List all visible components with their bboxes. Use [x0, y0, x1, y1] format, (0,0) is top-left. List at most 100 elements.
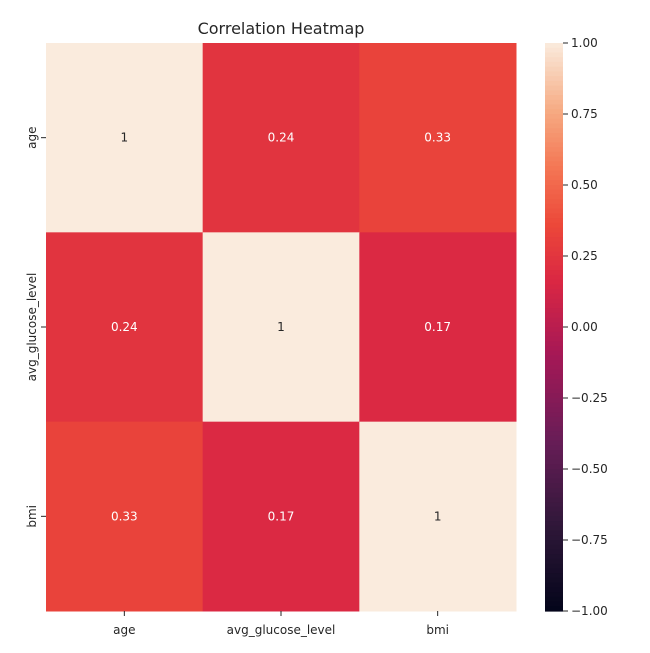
colorbar-segment — [545, 128, 563, 134]
colorbar-tick-label: 0.25 — [571, 249, 598, 263]
colorbar-segment — [545, 265, 563, 271]
colorbar-segment — [545, 364, 563, 371]
colorbar-tick-label: 0.00 — [571, 320, 598, 334]
colorbar-segment — [545, 497, 563, 503]
x-tick-label: age — [113, 623, 135, 637]
colorbar-segment — [545, 185, 563, 191]
colorbar-segment — [545, 90, 563, 96]
heatmap-annotation: 0.17 — [424, 320, 451, 334]
colorbar-segment — [545, 341, 563, 347]
colorbar-segment — [545, 582, 563, 588]
y-tick-label: bmi — [25, 505, 39, 528]
colorbar-segment — [545, 270, 563, 276]
colorbar-segment — [545, 577, 563, 584]
colorbar-segment — [545, 592, 563, 598]
colorbar-tick-label: −0.50 — [571, 462, 608, 476]
colorbar-segment — [545, 289, 563, 295]
colorbar-segment — [545, 161, 563, 167]
colorbar-segment — [545, 208, 563, 214]
heatmap-annotation: 0.33 — [111, 509, 138, 523]
colorbar-segment — [545, 213, 563, 219]
colorbar-segment — [545, 350, 563, 356]
colorbar-segment — [545, 118, 563, 125]
heatmap-cell — [359, 43, 517, 233]
colorbar-segment — [545, 218, 563, 224]
colorbar-segment — [545, 511, 563, 517]
colorbar-segment — [545, 95, 563, 101]
colorbar-segment — [545, 601, 563, 607]
y-tick-label: age — [25, 126, 39, 148]
colorbar-segment — [545, 435, 563, 442]
colorbar-segment — [545, 492, 563, 498]
colorbar-segment — [545, 398, 563, 404]
colorbar-segment — [545, 298, 563, 304]
colorbar-segment — [545, 473, 563, 480]
colorbar-segment — [545, 43, 563, 49]
colorbar-segment — [545, 151, 563, 158]
colorbar-segment — [545, 573, 563, 579]
colorbar-segment — [545, 407, 563, 413]
colorbar-segment — [545, 544, 563, 551]
colorbar-segment — [545, 369, 563, 375]
heatmap-annotation: 0.24 — [111, 320, 138, 334]
colorbar-segment — [545, 203, 563, 210]
colorbar — [545, 43, 563, 612]
colorbar-segment — [545, 402, 563, 409]
colorbar-segment — [545, 322, 563, 328]
colorbar-segment — [545, 606, 563, 612]
colorbar-segment — [545, 521, 563, 527]
colorbar-tick-label: 1.00 — [571, 36, 598, 50]
colorbar-segment — [545, 450, 563, 456]
colorbar-segment — [545, 502, 563, 508]
colorbar-segment — [545, 227, 563, 233]
heatmap-annotations: 1 0.24 0.33 0.24 1 0.17 0.33 0.17 1 — [111, 131, 451, 524]
colorbar-segment — [545, 487, 563, 494]
colorbar-segment — [545, 388, 563, 394]
colorbar-segment — [545, 61, 563, 68]
colorbar-segment — [545, 175, 563, 181]
colorbar-segment — [545, 279, 563, 285]
colorbar-segment — [545, 85, 563, 91]
colorbar-segment — [545, 568, 563, 574]
colorbar-segment — [545, 47, 563, 54]
colorbar-segment — [545, 327, 563, 333]
colorbar-segment — [545, 194, 563, 200]
colorbar-segment — [545, 99, 563, 106]
colorbar-segment — [545, 132, 563, 139]
colorbar-segment — [545, 166, 563, 172]
x-tick-label: bmi — [426, 623, 449, 637]
heatmap-cells — [46, 43, 517, 612]
colorbar-segment — [545, 71, 563, 77]
colorbar-segment — [545, 274, 563, 281]
colorbar-segment — [545, 345, 563, 352]
colorbar-segment — [545, 478, 563, 484]
colorbar-tick-label: −1.00 — [571, 604, 608, 618]
heatmap-annotation: 0.33 — [424, 131, 451, 145]
colorbar-segment — [545, 412, 563, 418]
colorbar-tick-label: −0.25 — [571, 391, 608, 405]
colorbar-segment — [545, 416, 563, 423]
colorbar-segment — [545, 260, 563, 267]
colorbar-segment — [545, 360, 563, 366]
colorbar-segment — [545, 137, 563, 143]
heatmap-cell — [46, 43, 204, 233]
colorbar-segment — [545, 355, 563, 361]
colorbar-segment — [545, 114, 563, 120]
colorbar-segment — [545, 431, 563, 437]
colorbar-segment — [545, 180, 563, 186]
colorbar-segment — [545, 241, 563, 248]
colorbar-segment — [545, 256, 563, 262]
colorbar-segment — [545, 170, 563, 177]
colorbar-segment — [545, 535, 563, 541]
colorbar-segment — [545, 222, 563, 229]
colorbar-segment — [545, 483, 563, 489]
colorbar-segment — [545, 331, 563, 338]
colorbar-segment — [545, 383, 563, 390]
colorbar-segment — [545, 109, 563, 115]
heatmap-annotation: 1 — [121, 131, 129, 145]
colorbar-segment — [545, 284, 563, 290]
heatmap-cell — [359, 421, 517, 612]
colorbar-segment — [545, 445, 563, 451]
heatmap-annotation: 0.24 — [268, 131, 295, 145]
colorbar-ticks: 1.00 0.75 0.50 0.25 0.00 −0.25 −0.50 −0.75 −1.00 — [563, 36, 608, 618]
